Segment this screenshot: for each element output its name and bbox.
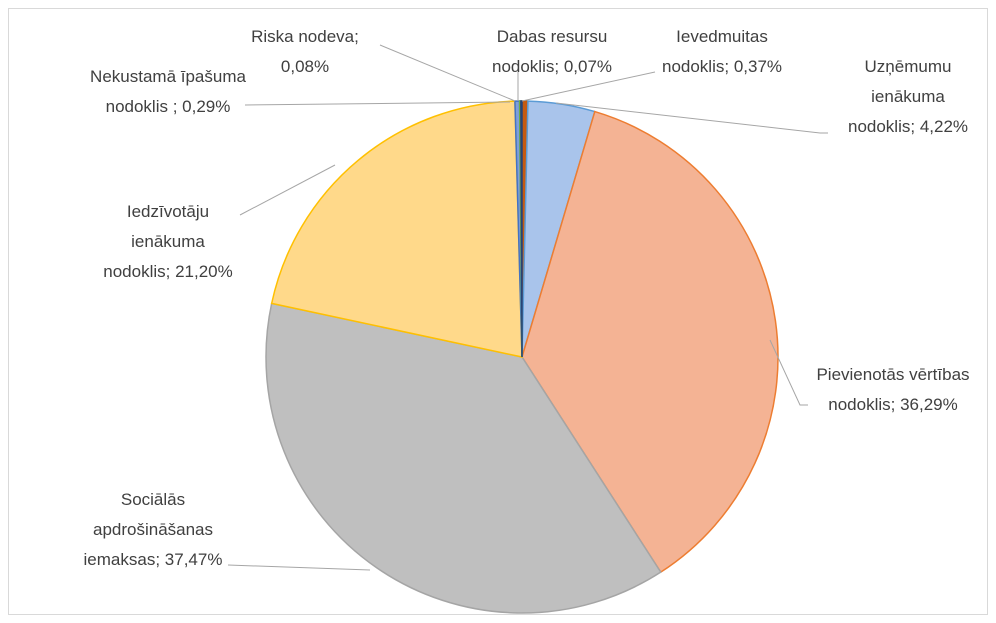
category-name: Iedzīvotāju ienākuma nodoklis	[103, 202, 210, 281]
data-label: Ievedmuitas nodoklis; 0,37%	[657, 22, 787, 82]
value-label: 0,29%	[182, 97, 231, 116]
data-label: Uzņēmumu ienākuma nodoklis; 4,22%	[841, 52, 976, 142]
data-label: Dabas resursu nodoklis; 0,07%	[487, 22, 617, 82]
leader-line	[379, 44, 516, 102]
category-name: Riska nodeva	[251, 27, 355, 46]
value-label: 0,37%	[733, 57, 783, 76]
leader-lines	[227, 44, 828, 571]
data-label: Sociālās apdrošināšanas iemaksas; 37,47%	[78, 485, 228, 575]
data-label: Riska nodeva; 0,08%	[245, 22, 365, 82]
value-label: 37,47%	[164, 550, 223, 569]
leader-line	[227, 564, 371, 571]
label-separator: ;	[165, 262, 176, 281]
category-name: Pievienotās vērtības nodoklis	[816, 365, 970, 414]
value-label: 21,20%	[175, 262, 233, 281]
category-name: Dabas resursu nodoklis	[491, 27, 608, 76]
label-separator: ;	[354, 27, 359, 46]
leader-line	[769, 339, 808, 406]
data-label: Pievienotās vērtības nodoklis; 36,29%	[798, 360, 988, 420]
label-separator: ;	[724, 57, 734, 76]
chart-border	[8, 8, 988, 615]
label-separator: ;	[155, 550, 165, 569]
category-name: Uzņēmumu ienākuma nodoklis	[847, 57, 952, 136]
label-separator: ;	[172, 97, 183, 116]
data-label: Iedzīvotāju ienākuma nodoklis; 21,20%	[96, 197, 241, 287]
label-separator: ;	[910, 117, 920, 136]
leader-line	[244, 101, 511, 106]
leader-line	[521, 71, 656, 102]
category-name: Ievedmuitas nodoklis	[661, 27, 768, 76]
value-label: 0,07%	[563, 57, 613, 76]
value-label: 36,29%	[900, 395, 958, 414]
label-separator: ;	[554, 57, 564, 76]
leader-line	[555, 102, 828, 134]
data-label: Nekustamā īpašuma nodoklis ; 0,29%	[83, 62, 253, 122]
value-label: 0,08%	[280, 57, 330, 76]
pie	[265, 100, 779, 614]
leader-line	[239, 164, 336, 216]
value-label: 4,22%	[919, 117, 969, 136]
label-separator: ;	[890, 395, 901, 414]
pie-slice	[520, 100, 523, 358]
pie-slice	[521, 110, 779, 574]
category-name: Nekustamā īpašuma nodoklis	[90, 67, 246, 116]
category-name: Sociālās apdrošināšanas iemaksas	[83, 490, 214, 569]
pie-slice	[270, 100, 523, 358]
pie-slice	[265, 302, 662, 614]
